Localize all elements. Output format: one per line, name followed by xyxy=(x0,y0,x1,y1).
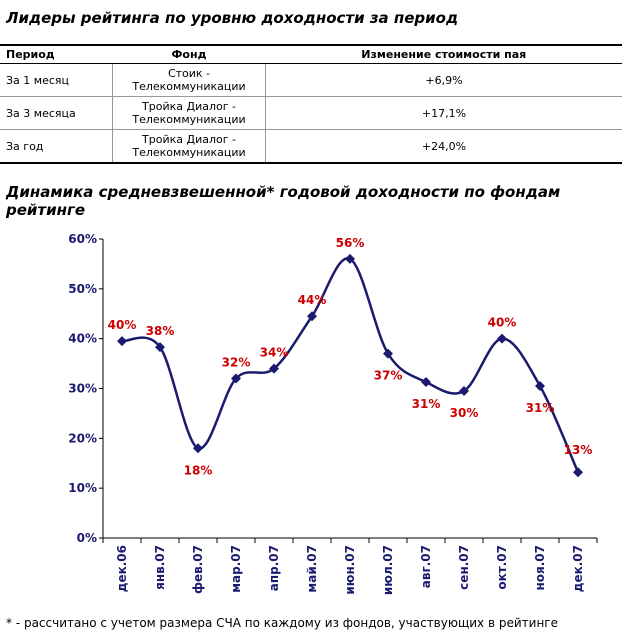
data-point-marker xyxy=(117,336,127,347)
y-tick-label: 30% xyxy=(68,382,97,396)
data-point-marker xyxy=(421,377,431,388)
data-label: 44% xyxy=(298,293,327,307)
data-label: 31% xyxy=(412,397,441,411)
fund-cell: Тройка Диалог - Телекоммуникации xyxy=(112,96,266,130)
data-label: 30% xyxy=(450,406,479,420)
data-point-marker xyxy=(155,342,165,353)
data-label: 32% xyxy=(222,356,251,370)
page-title: Лидеры рейтинга по уровню доходности за … xyxy=(6,9,459,27)
x-tick-label: мар.07 xyxy=(229,545,243,593)
data-point-marker xyxy=(231,373,241,384)
data-label: 13% xyxy=(564,443,593,457)
y-tick-label: 40% xyxy=(68,332,97,346)
data-point-marker xyxy=(535,381,545,392)
data-point-marker xyxy=(383,348,393,359)
series-line xyxy=(121,257,580,473)
column-header-period: Период xyxy=(0,44,113,64)
fund-name-line1: Стоик - xyxy=(167,67,211,80)
data-label: 37% xyxy=(374,369,403,383)
x-tick-label: июн.07 xyxy=(343,545,357,595)
table-row: За 1 месяц Стоик - Телекоммуникации +6,9% xyxy=(0,63,622,97)
y-tick-label: 60% xyxy=(68,232,97,246)
table-row: За год Тройка Диалог - Телекоммуникации +… xyxy=(0,129,622,164)
data-label: 31% xyxy=(526,401,555,415)
data-label: 34% xyxy=(260,346,289,360)
data-point-marker xyxy=(345,253,355,264)
x-tick-label: ноя.07 xyxy=(533,545,547,591)
fund-name-line2: Телекоммуникации xyxy=(132,146,246,159)
y-tick-label: 50% xyxy=(68,282,97,296)
fund-name-line1: Тройка Диалог - xyxy=(142,100,236,113)
change-cell: +24,0% xyxy=(265,129,622,164)
fund-name-line1: Тройка Диалог - xyxy=(142,133,236,146)
y-tick-label: 10% xyxy=(68,481,97,495)
change-cell: +17,1% xyxy=(265,96,622,130)
x-tick-label: июл.07 xyxy=(381,545,395,595)
period-cell: За 3 месяца xyxy=(0,96,113,130)
period-cell: За 1 месяц xyxy=(0,63,113,97)
fund-cell: Тройка Диалог - Телекоммуникации xyxy=(112,129,266,164)
table-header-row: Период Фонд Изменение стоимости пая xyxy=(0,44,622,64)
x-tick-label: янв.07 xyxy=(153,545,167,590)
data-point-marker xyxy=(307,311,317,322)
x-tick-label: апр.07 xyxy=(267,545,281,591)
data-point-marker xyxy=(269,363,279,374)
change-cell: +6,9% xyxy=(265,63,622,97)
data-point-marker xyxy=(193,443,203,454)
x-tick-label: фев.07 xyxy=(191,545,205,594)
column-header-change: Изменение стоимости пая xyxy=(265,44,622,64)
data-point-marker xyxy=(573,467,583,478)
data-label: 18% xyxy=(184,463,213,477)
footnote: * - рассчитано с учетом размера СЧА по к… xyxy=(6,616,558,630)
x-tick-label: дек.06 xyxy=(115,545,129,592)
chart-title: Динамика средневзвешенной* годовой доход… xyxy=(6,183,561,219)
x-tick-label: дек.07 xyxy=(571,545,585,592)
leaders-table: Период Фонд Изменение стоимости пая За 1… xyxy=(0,44,622,164)
x-tick-label: сен.07 xyxy=(457,545,471,590)
data-label: 40% xyxy=(488,316,517,330)
fund-name-line2: Телекоммуникации xyxy=(132,80,246,93)
data-label: 56% xyxy=(336,236,365,250)
data-label: 40% xyxy=(108,318,137,332)
column-header-fund: Фонд xyxy=(112,44,266,64)
period-cell: За год xyxy=(0,129,113,164)
fund-name-line2: Телекоммуникации xyxy=(132,113,246,126)
fund-cell: Стоик - Телекоммуникации xyxy=(112,63,266,97)
x-tick-label: май.07 xyxy=(305,545,319,593)
data-label: 38% xyxy=(146,324,175,338)
x-tick-label: авг.07 xyxy=(419,545,433,588)
table-row: За 3 месяца Тройка Диалог - Телекоммуника… xyxy=(0,96,622,130)
x-tick-label: окт.07 xyxy=(495,545,509,590)
y-tick-label: 20% xyxy=(68,431,97,445)
data-point-marker xyxy=(497,333,507,344)
y-tick-label: 0% xyxy=(77,531,97,545)
data-point-marker xyxy=(459,385,469,396)
